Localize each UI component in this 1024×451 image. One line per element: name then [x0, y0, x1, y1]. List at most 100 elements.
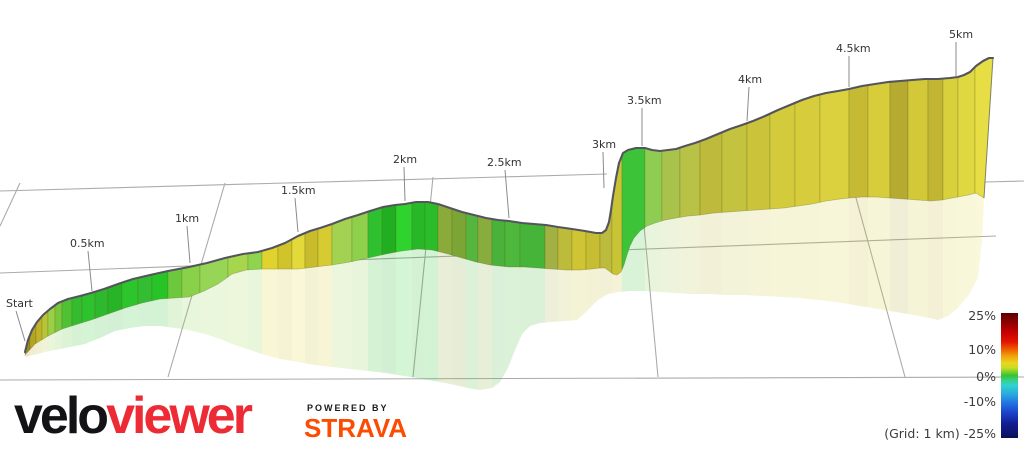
gradient-stripe — [167, 267, 183, 299]
reflection-stripe — [478, 262, 492, 390]
strava-logo-text: STRAVA — [304, 413, 408, 443]
gradient-stripe — [557, 226, 573, 271]
distance-label: 4km — [738, 73, 762, 86]
reflection-stripe — [95, 314, 108, 340]
reflection-stripe — [396, 249, 412, 378]
reflection-stripe — [168, 297, 182, 329]
reflection-stripe — [722, 210, 747, 296]
reflection-stripe — [48, 332, 55, 352]
gradient-stripe — [304, 228, 319, 269]
gradient-stripe — [699, 131, 723, 216]
reflection-stripe — [262, 269, 278, 359]
reflection-stripe — [152, 298, 168, 328]
gradient-stripe — [794, 94, 821, 207]
gradient-stripe — [367, 206, 383, 259]
reflection-stripe — [248, 269, 262, 354]
reflection-stripe — [747, 209, 770, 297]
gradient-stripe — [927, 78, 944, 202]
reflection-stripe — [200, 276, 228, 343]
reflection-stripe — [505, 266, 520, 374]
legend-label: -10% — [964, 394, 996, 409]
reflection-stripe — [352, 258, 368, 371]
reflection-stripe — [82, 318, 95, 345]
reflection-stripe — [122, 304, 138, 330]
reflection-stripe — [662, 217, 680, 294]
reflection-stripe — [318, 265, 332, 367]
distance-label: 1km — [175, 212, 199, 225]
reflection-stripe — [622, 227, 645, 292]
label-leader-line — [87, 250, 93, 292]
reflection-stripe — [466, 259, 478, 390]
gradient-stripe — [679, 140, 701, 218]
reflection-stripe — [30, 343, 36, 356]
gradient-stripe — [317, 223, 333, 267]
gradient-stripe — [61, 297, 73, 330]
label-leader-line — [15, 310, 26, 342]
reflection-stripe — [55, 329, 62, 350]
gradient-stripe — [907, 78, 929, 202]
reflection-stripe — [42, 336, 48, 353]
reflection-stripe — [943, 197, 958, 318]
reflection-stripe — [908, 199, 928, 318]
veloviewer-logo: veloviewer — [14, 387, 253, 445]
gradient-stripe — [411, 201, 426, 251]
gradient-stripe — [54, 300, 63, 334]
reflection-stripe — [545, 268, 558, 323]
reflection-stripe — [292, 268, 305, 364]
reflection-stripe — [412, 249, 425, 380]
reflection-stripe — [452, 255, 466, 388]
reflection-stripe — [958, 193, 975, 308]
distance-label: 0.5km — [70, 237, 105, 250]
reflection-stripe — [382, 252, 396, 375]
distance-label: 2km — [393, 153, 417, 166]
gradient-stripe — [137, 274, 153, 305]
gradient-stripe — [942, 76, 959, 201]
reflection-stripe — [890, 198, 908, 314]
gradient-stripe — [71, 295, 83, 327]
reflection-stripe — [425, 249, 438, 382]
gradient-stripe — [889, 79, 909, 200]
gradient-stripe — [424, 201, 439, 252]
gradient-stripe — [477, 215, 493, 266]
gradient-stripe — [867, 81, 891, 199]
distance-label: 5km — [949, 28, 973, 41]
gradient-stripe — [746, 113, 771, 211]
reflection-stripe — [278, 269, 292, 361]
legend-label: 0% — [976, 369, 996, 384]
gradient-stripe — [351, 211, 369, 263]
gradient-stripe — [585, 230, 601, 270]
legend-label: 10% — [968, 342, 996, 357]
gradient-legend: 25% 10% 0% -10% (Grid: 1 km) -25% — [884, 308, 1018, 441]
distance-labels: Start 0.5km 1km 1.5km 2km 2.5km 3km 3.5km 4km 4.5… — [6, 28, 973, 342]
reflection-stripe — [975, 193, 984, 284]
label-leader-line — [294, 197, 299, 233]
gradient-stripe — [395, 202, 413, 253]
reflection-stripe — [62, 325, 72, 349]
distance-label: 4.5km — [836, 42, 871, 55]
profile-end-edge — [983, 57, 994, 199]
reflection-stripe — [72, 322, 82, 347]
gradient-stripe — [451, 208, 467, 260]
reflection-stripe — [572, 269, 586, 321]
gradient-stripe — [769, 102, 796, 210]
gradient-stripe — [848, 84, 869, 199]
logo-viewer-text: viewer — [106, 387, 253, 445]
grid-line — [0, 376, 1024, 381]
reflection-stripe — [849, 197, 868, 308]
reflection-stripe — [770, 206, 795, 298]
distance-label: Start — [6, 297, 34, 310]
reflection-stripe — [645, 220, 662, 293]
gradient-stripe — [81, 291, 96, 324]
reflection-stripe — [700, 212, 722, 295]
reflection-stripe — [520, 267, 545, 339]
gradient-stripe — [661, 147, 681, 222]
reflection-stripe — [438, 251, 452, 385]
reflection-stripe — [795, 202, 820, 301]
reflection-stripe — [680, 215, 700, 294]
reflection-stripe — [586, 268, 600, 312]
reflection-stripe — [612, 269, 622, 294]
distance-label: 3.5km — [627, 94, 662, 107]
reflection-stripe — [600, 268, 612, 299]
gradient-ribbon — [23, 56, 995, 356]
